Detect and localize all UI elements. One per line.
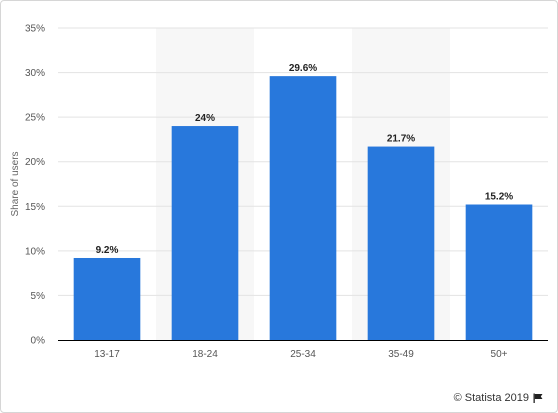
y-tick-label: 10% bbox=[25, 246, 45, 257]
x-tick-label: 18-24 bbox=[192, 349, 218, 360]
credit-text: © Statista 2019 bbox=[453, 392, 529, 404]
data-label: 15.2% bbox=[485, 192, 513, 203]
bar-50+ bbox=[465, 204, 533, 340]
y-tick-labels: 0% 5% 10% 15% 20% 25% 30% 35% bbox=[25, 24, 45, 347]
x-tick-label: 35-49 bbox=[388, 349, 414, 360]
data-label: 21.7% bbox=[387, 134, 415, 145]
y-tick-label: 20% bbox=[25, 157, 45, 168]
source-credit[interactable]: © Statista 2019 bbox=[454, 392, 543, 404]
bar-35-49 bbox=[367, 146, 435, 340]
y-tick-label: 25% bbox=[25, 113, 45, 124]
x-tick-label: 25-34 bbox=[290, 349, 316, 360]
data-label: 24% bbox=[195, 113, 215, 124]
data-label: 29.6% bbox=[289, 63, 317, 74]
y-tick-label: 5% bbox=[31, 291, 46, 302]
y-tick-label: 30% bbox=[25, 68, 45, 79]
bar-25-34 bbox=[269, 76, 337, 340]
x-tick-label: 50+ bbox=[491, 349, 508, 360]
y-tick-label: 15% bbox=[25, 202, 45, 213]
flag-icon bbox=[533, 393, 543, 403]
y-tick-label: 0% bbox=[31, 336, 46, 347]
x-tick-label: 13-17 bbox=[94, 349, 120, 360]
bar-18-24 bbox=[171, 126, 239, 340]
x-tick-labels: 13-17 18-24 25-34 35-49 50+ bbox=[94, 349, 507, 360]
bars bbox=[73, 76, 533, 340]
data-labels: 9.2% 24% 29.6% 21.7% 15.2% bbox=[96, 63, 514, 256]
y-tick-label: 35% bbox=[25, 24, 45, 35]
y-axis-label: Share of users bbox=[10, 151, 21, 216]
data-label: 9.2% bbox=[96, 245, 119, 256]
bar-13-17 bbox=[73, 257, 141, 340]
